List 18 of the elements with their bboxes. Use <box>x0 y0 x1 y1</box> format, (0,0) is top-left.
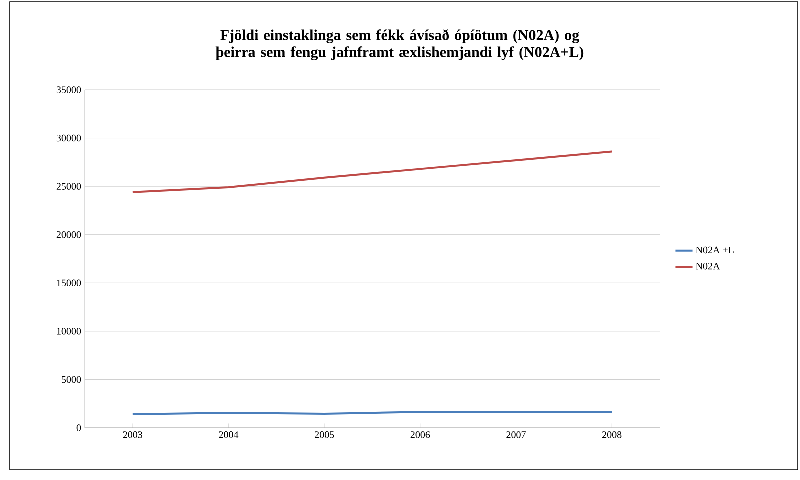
y-tick-label: 10000 <box>57 328 82 335</box>
y-tick-label: 15000 <box>57 280 82 287</box>
x-tick-label: 2006 <box>410 432 430 438</box>
x-tick-label: 2003 <box>123 432 143 438</box>
y-tick-label: 0 <box>76 424 82 432</box>
y-tick-label: 20000 <box>56 231 82 238</box>
chart-title: Fjöldi einstaklinga sem fékk ávísað ópíötum (N02A) og þeirra sem fengu jafnframt æxlishemjandi lyf (N02A+L) <box>216 30 584 60</box>
x-tick-label: 2005 <box>315 432 334 438</box>
x-tick-label: 2004 <box>219 432 239 438</box>
x-tick-label: 2007 <box>506 432 526 438</box>
legend-label: N02A +L <box>696 246 734 254</box>
y-tick-label: 5000 <box>62 376 82 384</box>
y-tick-label: 30000 <box>56 134 82 142</box>
x-tick-label: 2008 <box>602 432 622 438</box>
legend-label: N02A <box>696 263 720 270</box>
line-series <box>132 150 614 194</box>
y-tick-label: 35000 <box>56 86 82 94</box>
y-tick-label: 25000 <box>56 183 82 190</box>
